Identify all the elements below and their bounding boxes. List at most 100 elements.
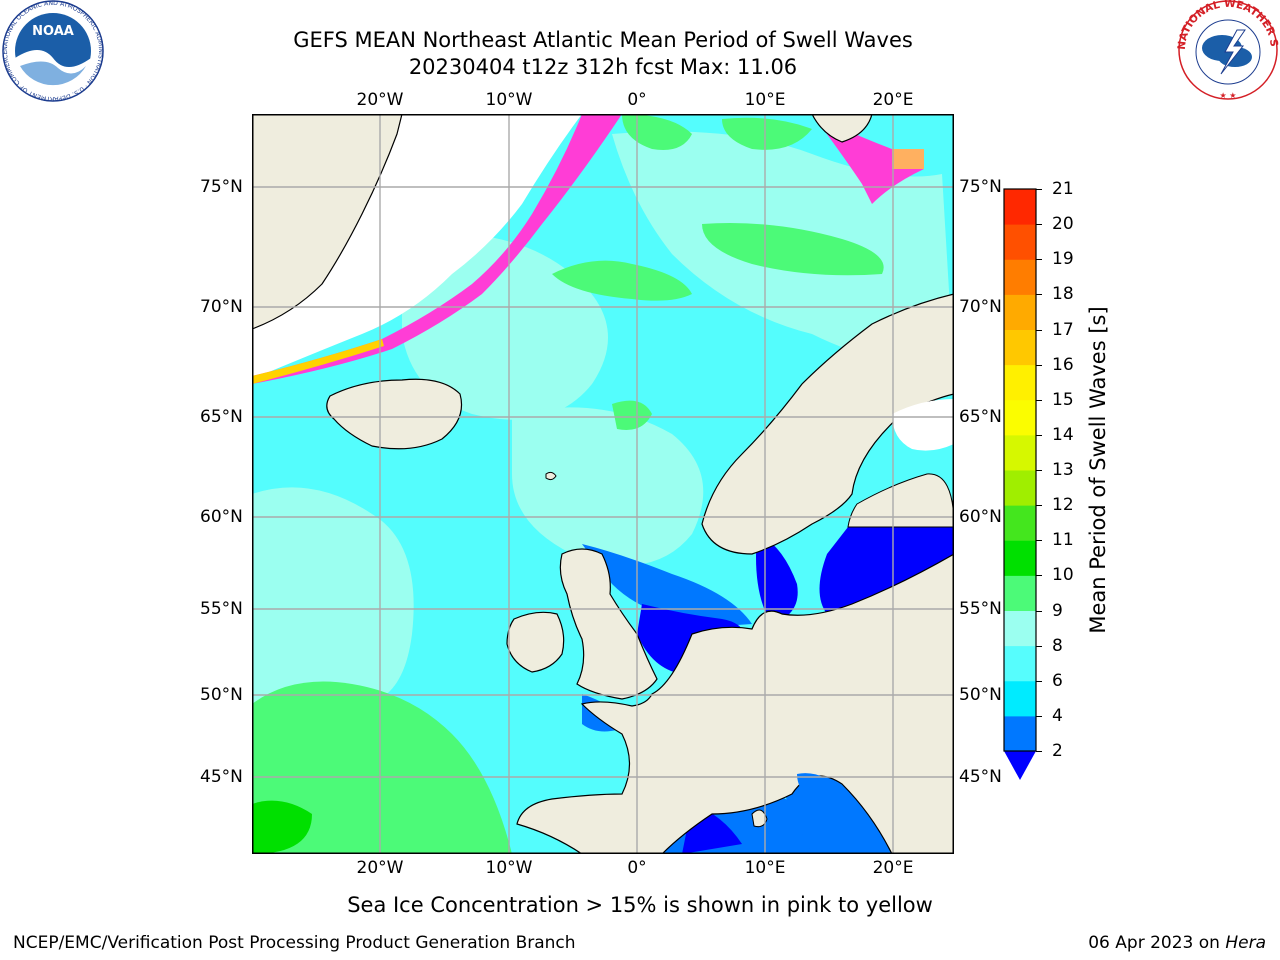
colorbar-tick-label: 13 [1052, 460, 1074, 480]
colorbar-tick-mark [1036, 470, 1042, 471]
lat-label-right: 65°N [959, 407, 1002, 427]
lon-label-top: 10°W [485, 90, 533, 110]
colorbar-tick-mark [1036, 364, 1042, 366]
colorbar-tick-mark [1036, 751, 1042, 752]
noaa-logo-text: NOAA [32, 24, 74, 39]
swell-area-green [622, 114, 692, 150]
colorbar-tick-mark [1036, 610, 1042, 612]
colorbar-tick-label: 14 [1052, 424, 1074, 445]
colorbar-tick-label: 15 [1052, 389, 1074, 410]
sea-ice-edge-orange [892, 149, 924, 169]
colorbar-tick-mark [1036, 399, 1042, 401]
colorbar-tick-label: 21 [1052, 179, 1074, 199]
lon-label-bottom: 10°E [744, 858, 786, 878]
swell-period-map [252, 114, 954, 854]
swell-area-green [252, 681, 512, 854]
lat-label-left: 55°N [200, 599, 243, 619]
lon-label-bottom: 20°W [356, 858, 404, 878]
swell-area-green [722, 117, 812, 150]
colorbar-tick-label: 20 [1052, 214, 1074, 235]
colorbar-tick-label: 4 [1052, 705, 1063, 726]
lon-label-top: 20°W [356, 90, 404, 110]
colorbar-swatch [1004, 364, 1036, 401]
swell-area-green [612, 400, 652, 430]
lon-label-bottom: 10°W [485, 858, 533, 878]
colorbar-tick-label: 17 [1052, 319, 1074, 340]
swell-area-blue [797, 773, 887, 854]
colorbar-tick-label: 10 [1052, 565, 1074, 586]
swell-area-blue [582, 544, 752, 626]
colorbar-tick-mark [1036, 329, 1042, 331]
colorbar-swatch [1004, 680, 1036, 717]
lat-label-left: 45°N [200, 767, 243, 787]
colorbar-tick-mark [1036, 505, 1042, 507]
swell-area-light [402, 232, 608, 420]
colorbar-tick-mark [1036, 224, 1042, 226]
colorbar-swatch [1004, 610, 1036, 647]
sea-ice-edge [252, 114, 622, 384]
colorbar-tick-label: 9 [1052, 600, 1063, 621]
lat-label-right: 55°N [959, 599, 1002, 619]
lon-label-top: 0° [627, 90, 647, 110]
colorbar-swatch [1004, 540, 1036, 576]
land-greenland [252, 114, 403, 330]
nws-logo: NATIONAL WEATHER SERVICE ★ ★ [1173, 0, 1280, 106]
map-grid [252, 114, 954, 854]
lon-label-top: 10°E [744, 90, 786, 110]
land-ireland [506, 611, 565, 673]
colorbar-tick-label: 6 [1052, 670, 1063, 691]
colorbar-swatch [1004, 715, 1036, 752]
footer-host: Hera [1225, 933, 1266, 953]
colorbar-tick-label: 19 [1052, 249, 1074, 270]
colorbar-tick-mark [1036, 575, 1042, 577]
swell-area-green [552, 260, 692, 301]
land-sweden-south [847, 473, 954, 528]
lat-label-right: 50°N [959, 685, 1002, 705]
colorbar-tick-mark [1036, 189, 1042, 190]
swell-area-light [512, 407, 704, 566]
colorbar-tick-mark [1036, 680, 1042, 682]
land-great-britain [559, 548, 658, 700]
svg-text:★ ★: ★ ★ [1220, 91, 1237, 100]
colorbar-tick-label: 12 [1052, 495, 1074, 516]
colorbar-swatch [1004, 434, 1036, 471]
colorbar-tick-mark [1036, 540, 1042, 542]
lon-label-top: 20°E [872, 90, 914, 110]
colorbar-under-arrow [1004, 751, 1036, 780]
colorbar-tick-mark [1036, 294, 1042, 296]
colorbar-swatch [1004, 329, 1036, 366]
colorbar [1003, 188, 1037, 780]
sea-ice-edge-yellow [252, 339, 384, 384]
colorbar-tick-mark [1036, 715, 1042, 717]
colorbar-swatch [1004, 399, 1036, 436]
colorbar-swatch [1004, 470, 1036, 506]
swell-area-light [252, 487, 414, 714]
land-europe [516, 553, 954, 854]
swell-area-bright-green [252, 800, 312, 854]
no-data-region [892, 399, 954, 451]
colorbar-tick-mark [1036, 645, 1042, 647]
noaa-logo: NATIONAL OCEANIC AND ATMOSPHERIC ADMINIS… [0, 0, 106, 106]
lat-label-right: 70°N [959, 297, 1002, 317]
chart-subtitle: 20230404 t12z 312h fcst Max: 11.06 [408, 55, 798, 79]
swell-area-deep-blue [756, 534, 798, 624]
colorbar-swatch [1004, 224, 1036, 260]
colorbar-tick-label: 16 [1052, 354, 1074, 375]
colorbar-swatch [1004, 259, 1036, 295]
colorbar-tick-mark [1036, 434, 1042, 436]
lat-label-left: 50°N [200, 685, 243, 705]
colorbar-swatch [1004, 189, 1036, 225]
lat-label-left: 65°N [200, 407, 243, 427]
colorbar-swatch [1004, 294, 1036, 330]
sea-ice-note: Sea Ice Concentration > 15% is shown in … [347, 893, 933, 917]
chart-title: GEFS MEAN Northeast Atlantic Mean Period… [293, 28, 913, 52]
colorbar-swatch [1004, 575, 1036, 611]
lat-label-left: 70°N [200, 297, 243, 317]
colorbar-tick-label: 2 [1052, 741, 1063, 761]
lat-label-right: 75°N [959, 177, 1002, 197]
map-frame [252, 114, 954, 854]
lon-label-bottom: 20°E [872, 858, 914, 878]
colorbar-swatch [1004, 505, 1036, 541]
lat-label-left: 60°N [200, 507, 243, 527]
colorbar-tick-label: 8 [1052, 635, 1063, 656]
